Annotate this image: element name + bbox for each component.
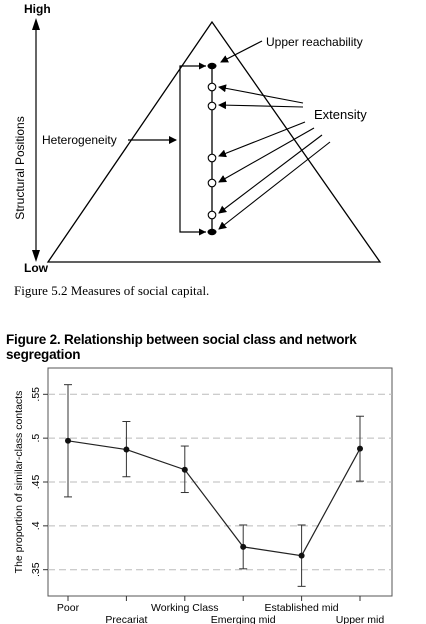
segregation-chart: .35 .4 .45 .5 .55 Poor Precariat Working Class… bbox=[0, 320, 426, 624]
y-tick-label: .35 bbox=[30, 562, 42, 577]
y-tick-label: .45 bbox=[30, 475, 42, 490]
grid-lines bbox=[48, 394, 392, 569]
axis-arrow-up bbox=[32, 18, 40, 30]
data-point bbox=[357, 446, 363, 452]
x-tick-label: Established mid bbox=[265, 602, 339, 614]
data-points bbox=[65, 438, 363, 559]
error-bars bbox=[64, 385, 364, 587]
upper-reachability-label: Upper reachability bbox=[266, 35, 363, 49]
y-tick-label: .55 bbox=[30, 387, 42, 402]
social-capital-diagram: High Low Structural Positions Heterogene… bbox=[0, 0, 426, 300]
x-tick-label: Emerging mid bbox=[211, 614, 276, 624]
extensity-arrow bbox=[219, 142, 330, 229]
extensity-arrow bbox=[219, 105, 303, 107]
x-tick-label: Precariat bbox=[105, 614, 147, 624]
extensity-label: Extensity bbox=[314, 107, 367, 122]
y-ticks: .35 .4 .45 .5 .55 bbox=[30, 387, 48, 577]
y-axis-label: Structural Positions bbox=[13, 116, 27, 219]
y-tick-label: .5 bbox=[30, 434, 42, 443]
heterogeneity-label: Heterogeneity bbox=[42, 133, 117, 147]
bottom-node bbox=[208, 229, 217, 235]
data-point bbox=[65, 438, 71, 444]
node bbox=[208, 211, 216, 219]
y-tick-label: .4 bbox=[30, 521, 42, 530]
y-low-label: Low bbox=[24, 261, 49, 275]
data-point bbox=[123, 447, 129, 453]
node bbox=[208, 179, 216, 187]
node bbox=[208, 83, 216, 91]
extensity-arrow bbox=[219, 135, 322, 213]
heterogeneity-bracket bbox=[180, 66, 206, 232]
heterogeneity-arrow-bottom bbox=[199, 229, 206, 236]
top-node bbox=[208, 63, 217, 69]
data-point bbox=[240, 544, 246, 550]
data-point bbox=[182, 467, 188, 473]
extensity-arrow bbox=[219, 87, 303, 103]
extensity-arrow bbox=[219, 122, 305, 156]
x-tick-label: Poor bbox=[57, 602, 80, 614]
y-axis-label: The proportion of similar-class contacts bbox=[13, 391, 25, 574]
heterogeneity-arrow-top bbox=[199, 63, 206, 70]
x-tick-label: Upper mid bbox=[336, 614, 385, 624]
node bbox=[208, 154, 216, 162]
node bbox=[208, 102, 216, 110]
data-point bbox=[299, 553, 305, 559]
y-high-label: High bbox=[24, 2, 51, 16]
extensity-arrow bbox=[219, 128, 314, 182]
figure1-caption: Figure 5.2 Measures of social capital. bbox=[14, 283, 209, 299]
x-tick-label: Working Class bbox=[151, 602, 219, 614]
series-line bbox=[68, 441, 360, 556]
